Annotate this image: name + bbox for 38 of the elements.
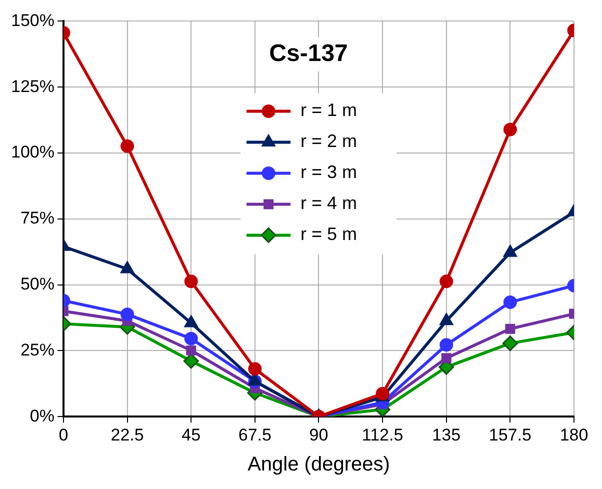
legend-label: r = 1 m bbox=[300, 100, 358, 120]
x-axis-title: Angle (degrees) bbox=[248, 454, 390, 476]
x-tick-label: 67.5 bbox=[238, 425, 272, 444]
x-tick-label: 0 bbox=[58, 425, 68, 444]
x-tick-label: 180 bbox=[560, 425, 588, 444]
x-tick-label: 135 bbox=[432, 425, 461, 444]
point bbox=[503, 295, 517, 309]
x-tick-label: 157.5 bbox=[488, 425, 532, 444]
legend-label: r = 3 m bbox=[300, 162, 358, 182]
point bbox=[184, 332, 198, 346]
point bbox=[503, 122, 517, 136]
y-tick-label: 50% bbox=[20, 274, 54, 294]
y-tick-label: 100% bbox=[10, 142, 54, 162]
point bbox=[440, 338, 454, 352]
y-tick-label: 75% bbox=[20, 208, 54, 228]
point bbox=[120, 308, 134, 322]
x-tick-label: 90 bbox=[309, 425, 328, 444]
point bbox=[441, 353, 452, 364]
point bbox=[183, 353, 199, 369]
x-tick-label: 22.5 bbox=[110, 425, 144, 444]
x-tick-label: 45 bbox=[182, 425, 201, 444]
y-tick-label: 25% bbox=[20, 340, 54, 360]
point bbox=[186, 345, 196, 356]
text: Cs-137 bbox=[269, 40, 348, 67]
y-tick-label: 0% bbox=[30, 406, 54, 426]
point bbox=[505, 324, 516, 334]
legend-label: r = 4 m bbox=[300, 193, 358, 214]
y-tick-label: 125% bbox=[10, 76, 54, 96]
x-tick-label: 112.5 bbox=[362, 425, 404, 444]
point bbox=[440, 274, 454, 288]
point bbox=[248, 374, 262, 386]
legend-label: r = 5 m bbox=[300, 224, 358, 244]
legend-label: r = 2 m bbox=[300, 131, 358, 152]
point bbox=[184, 274, 198, 288]
point bbox=[248, 362, 262, 376]
point bbox=[120, 139, 134, 153]
point bbox=[502, 336, 518, 352]
y-tick-label: 150% bbox=[10, 10, 54, 30]
